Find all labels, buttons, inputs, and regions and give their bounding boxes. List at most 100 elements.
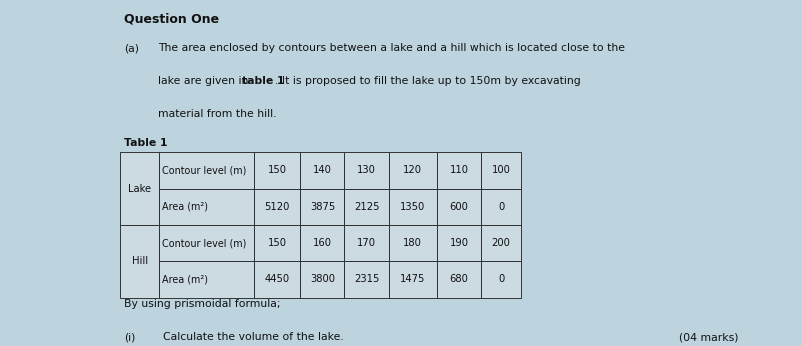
Bar: [253, 225, 300, 261]
Text: 0: 0: [497, 274, 504, 284]
Text: Area (m²): Area (m²): [162, 202, 208, 212]
Bar: [300, 261, 344, 298]
Bar: [436, 261, 480, 298]
Bar: [344, 261, 388, 298]
Bar: [253, 189, 300, 225]
Bar: [120, 152, 159, 225]
Bar: [159, 225, 253, 261]
Text: Hill: Hill: [132, 256, 148, 266]
Text: 3800: 3800: [310, 274, 334, 284]
Text: Contour level (m): Contour level (m): [162, 165, 246, 175]
Bar: [159, 152, 253, 189]
Bar: [159, 261, 253, 298]
Bar: [300, 225, 344, 261]
Bar: [253, 189, 300, 225]
Bar: [388, 152, 436, 189]
Text: 0: 0: [497, 202, 504, 212]
Bar: [388, 225, 436, 261]
Text: By using prismoidal formula;: By using prismoidal formula;: [124, 299, 281, 309]
Text: 190: 190: [449, 238, 468, 248]
Text: 1475: 1475: [399, 274, 425, 284]
Bar: [480, 261, 520, 298]
Bar: [436, 225, 480, 261]
Text: 2125: 2125: [354, 202, 379, 212]
Bar: [480, 225, 520, 261]
Bar: [253, 261, 300, 298]
Bar: [480, 225, 520, 261]
Bar: [300, 189, 344, 225]
Text: 600: 600: [449, 202, 468, 212]
Text: 680: 680: [449, 274, 468, 284]
Bar: [344, 261, 388, 298]
Text: 180: 180: [403, 238, 422, 248]
Text: (04 marks): (04 marks): [678, 332, 737, 342]
Bar: [436, 189, 480, 225]
Bar: [300, 152, 344, 189]
Bar: [480, 189, 520, 225]
Bar: [344, 189, 388, 225]
Bar: [388, 152, 436, 189]
Bar: [388, 189, 436, 225]
Bar: [159, 189, 253, 225]
Text: Calculate the volume of the lake.: Calculate the volume of the lake.: [163, 332, 343, 342]
Text: 100: 100: [491, 165, 510, 175]
Bar: [388, 261, 436, 298]
Bar: [436, 189, 480, 225]
Bar: [159, 261, 253, 298]
Text: table 1: table 1: [241, 76, 284, 86]
Bar: [388, 261, 436, 298]
Bar: [344, 152, 388, 189]
Bar: [253, 152, 300, 189]
Text: The area enclosed by contours between a lake and a hill which is located close t: The area enclosed by contours between a …: [158, 43, 625, 53]
Text: material from the hill.: material from the hill.: [158, 109, 277, 119]
Text: 3875: 3875: [310, 202, 334, 212]
Bar: [480, 152, 520, 189]
Bar: [120, 152, 159, 225]
Bar: [344, 189, 388, 225]
Bar: [344, 152, 388, 189]
Text: 160: 160: [313, 238, 331, 248]
Text: 140: 140: [313, 165, 331, 175]
Bar: [388, 225, 436, 261]
Bar: [480, 152, 520, 189]
Bar: [344, 225, 388, 261]
Text: 2315: 2315: [354, 274, 379, 284]
Bar: [436, 225, 480, 261]
Bar: [480, 189, 520, 225]
Text: Question One: Question One: [124, 12, 219, 25]
Text: 4450: 4450: [264, 274, 290, 284]
Bar: [120, 225, 159, 298]
Bar: [388, 189, 436, 225]
Text: 150: 150: [267, 238, 286, 248]
Bar: [300, 189, 344, 225]
Bar: [253, 152, 300, 189]
Text: . It is proposed to fill the lake up to 150m by excavating: . It is proposed to fill the lake up to …: [274, 76, 580, 86]
Bar: [436, 152, 480, 189]
Bar: [300, 225, 344, 261]
Bar: [300, 152, 344, 189]
Text: 170: 170: [357, 238, 375, 248]
Bar: [436, 152, 480, 189]
Bar: [159, 189, 253, 225]
Text: 110: 110: [449, 165, 468, 175]
Text: 1350: 1350: [399, 202, 425, 212]
Text: (a): (a): [124, 43, 140, 53]
Text: Area (m²): Area (m²): [162, 274, 208, 284]
Text: 5120: 5120: [264, 202, 290, 212]
Bar: [120, 225, 159, 298]
Text: Lake: Lake: [128, 184, 151, 193]
Text: lake are given in: lake are given in: [158, 76, 252, 86]
Bar: [300, 261, 344, 298]
Text: 200: 200: [491, 238, 510, 248]
Text: Contour level (m): Contour level (m): [162, 238, 246, 248]
Bar: [159, 225, 253, 261]
Text: 120: 120: [403, 165, 422, 175]
Text: Table 1: Table 1: [124, 138, 168, 148]
Bar: [344, 225, 388, 261]
Bar: [480, 261, 520, 298]
Bar: [253, 261, 300, 298]
Bar: [253, 225, 300, 261]
Text: 130: 130: [357, 165, 375, 175]
Bar: [436, 261, 480, 298]
Bar: [159, 152, 253, 189]
